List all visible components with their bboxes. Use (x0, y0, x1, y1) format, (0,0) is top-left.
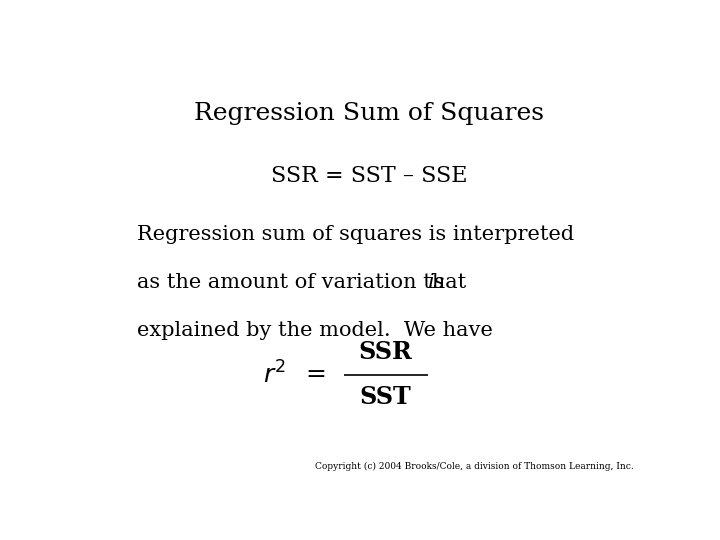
Text: =: = (305, 363, 326, 386)
Text: as the amount of variation that: as the amount of variation that (138, 273, 473, 292)
Text: $r^2$: $r^2$ (263, 361, 286, 388)
Text: Regression sum of squares is interpreted: Regression sum of squares is interpreted (138, 225, 575, 244)
Text: explained by the model.  We have: explained by the model. We have (138, 321, 493, 340)
Text: is: is (428, 273, 445, 292)
Text: Regression Sum of Squares: Regression Sum of Squares (194, 102, 544, 125)
Text: SSR: SSR (359, 340, 413, 364)
Text: Copyright (c) 2004 Brooks/Cole, a division of Thomson Learning, Inc.: Copyright (c) 2004 Brooks/Cole, a divisi… (315, 462, 634, 471)
Text: SSR = SST – SSE: SSR = SST – SSE (271, 165, 467, 187)
Text: SST: SST (360, 386, 412, 409)
